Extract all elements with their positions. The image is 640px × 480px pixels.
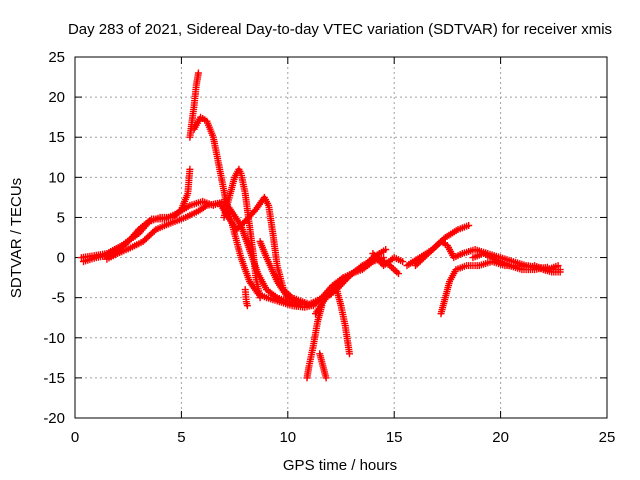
y-tick-label: 0	[57, 250, 65, 267]
series-track-6	[220, 165, 264, 302]
y-tick-label: 25	[48, 49, 65, 66]
x-tick-label: 5	[177, 429, 185, 446]
y-axis-ticks: -20 -15 -10 -5 0 5 10 15 20 25	[43, 49, 607, 427]
series-track-14	[369, 250, 407, 270]
plot-frame	[74, 56, 608, 419]
y-tick-label: -5	[52, 290, 65, 307]
series-track-12	[333, 286, 353, 358]
data-marker-trail	[316, 350, 330, 382]
data-marker-trail	[531, 262, 564, 276]
x-tick-label: 10	[279, 429, 296, 446]
data-marker-trail	[190, 113, 315, 311]
data-marker-trail	[186, 69, 202, 141]
data-points	[77, 69, 564, 382]
series-track-10	[316, 350, 330, 382]
data-marker-trail	[241, 286, 251, 310]
y-tick-label: 5	[57, 209, 65, 226]
series-track-5	[190, 113, 315, 311]
series-track-4	[186, 69, 202, 141]
chart-title: Day 283 of 2021, Sidereal Day-to-day VTE…	[68, 21, 612, 38]
x-tick-label: 15	[386, 429, 403, 446]
y-tick-label: 10	[48, 169, 65, 186]
data-marker-trail	[369, 250, 407, 270]
x-axis-label: GPS time / hours	[283, 457, 397, 474]
data-marker-trail	[220, 165, 264, 302]
x-tick-label: 20	[492, 429, 509, 446]
x-tick-label: 0	[71, 429, 79, 446]
y-tick-label: -20	[43, 410, 65, 427]
y-tick-label: -15	[43, 370, 65, 387]
y-tick-label: 15	[48, 129, 65, 146]
y-axis-label: SDTVAR / TECUs	[8, 178, 25, 298]
series-track-19	[531, 262, 564, 276]
data-marker-trail	[333, 286, 353, 358]
y-tick-label: 20	[48, 89, 65, 106]
series-track-7	[241, 286, 251, 310]
x-tick-label: 25	[599, 429, 616, 446]
y-tick-label: -10	[43, 330, 65, 347]
